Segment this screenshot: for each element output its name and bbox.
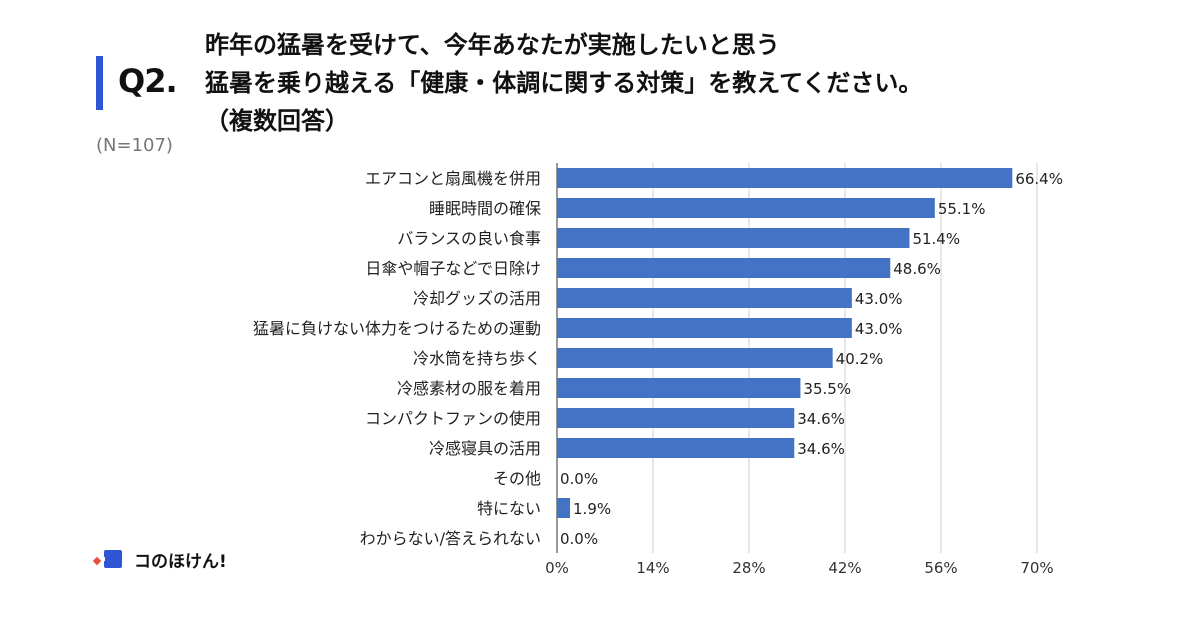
bar bbox=[557, 168, 1013, 188]
category-label: その他 bbox=[493, 469, 541, 488]
category-label: 冷却グッズの活用 bbox=[413, 289, 541, 308]
bar bbox=[557, 288, 852, 308]
bar bbox=[557, 198, 935, 218]
bar bbox=[557, 438, 795, 458]
sample-size-label: (N=107) bbox=[96, 135, 173, 156]
value-label: 51.4% bbox=[912, 230, 960, 248]
question-line-1: 昨年の猛暑を受けて、今年あなたが実施したいと思う bbox=[205, 31, 780, 59]
value-label: 43.0% bbox=[855, 290, 903, 308]
category-label: 睡眠時間の確保 bbox=[429, 199, 541, 218]
value-label: 35.5% bbox=[803, 380, 851, 398]
value-label: 0.0% bbox=[560, 530, 598, 548]
bar bbox=[557, 258, 891, 278]
value-label: 34.6% bbox=[797, 410, 845, 428]
value-label: 1.9% bbox=[573, 500, 611, 518]
question-text: 昨年の猛暑を受けて、今年あなたが実施したいと思う 猛暑を乗り越える「健康・体調に… bbox=[205, 26, 922, 140]
bar bbox=[557, 498, 571, 518]
category-label: バランスの良い食事 bbox=[397, 229, 541, 248]
x-tick-label: 0% bbox=[545, 559, 569, 577]
category-label: 日傘や帽子などで日除け bbox=[365, 259, 541, 278]
value-label: 66.4% bbox=[1015, 170, 1063, 188]
category-label: 冷感素材の服を着用 bbox=[397, 379, 541, 398]
bar bbox=[557, 378, 801, 398]
value-label: 55.1% bbox=[938, 200, 986, 218]
category-label: 猛暑に負けない体力をつけるための運動 bbox=[253, 319, 541, 338]
value-label: 40.2% bbox=[836, 350, 884, 368]
bar bbox=[557, 318, 852, 338]
brand-name: コのほけん! bbox=[134, 552, 227, 572]
x-tick-label: 42% bbox=[828, 559, 861, 577]
value-label: 0.0% bbox=[560, 470, 598, 488]
bar bbox=[557, 408, 795, 428]
bar bbox=[557, 348, 833, 368]
brand-logo: コのほけん! bbox=[92, 547, 227, 572]
question-line-3: （複数回答） bbox=[205, 107, 349, 135]
question-line-2: 猛暑を乗り越える「健康・体調に関する対策」を教えてください。 bbox=[205, 69, 923, 97]
value-label: 48.6% bbox=[893, 260, 941, 278]
x-tick-label: 70% bbox=[1020, 559, 1053, 577]
question-number: Q2. bbox=[118, 62, 178, 100]
question-accent-bar bbox=[96, 56, 103, 110]
category-label: 冷感寝具の活用 bbox=[429, 439, 541, 458]
x-tick-label: 14% bbox=[636, 559, 669, 577]
x-tick-label: 56% bbox=[924, 559, 957, 577]
category-label: 冷水筒を持ち歩く bbox=[413, 349, 541, 368]
x-tick-label: 28% bbox=[732, 559, 765, 577]
category-label: エアコンと扇風機を併用 bbox=[365, 169, 541, 188]
value-label: 34.6% bbox=[797, 440, 845, 458]
category-label: 特にない bbox=[477, 499, 541, 518]
brand-logo-icon bbox=[92, 548, 126, 572]
value-label: 43.0% bbox=[855, 320, 903, 338]
bar bbox=[557, 228, 910, 248]
category-label: コンパクトファンの使用 bbox=[365, 409, 541, 428]
category-label: わからない/答えられない bbox=[360, 529, 541, 548]
